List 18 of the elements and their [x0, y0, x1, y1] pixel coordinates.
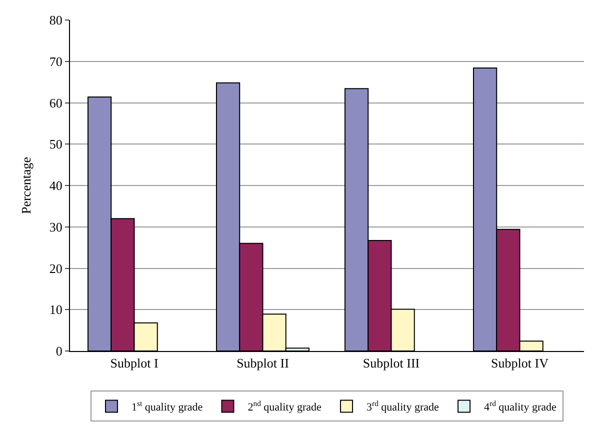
y-tick-label: 60	[49, 95, 62, 110]
y-tick-label: 70	[49, 54, 62, 69]
legend-label: 2$^{nd}$ quality grade	[248, 398, 322, 414]
y-tick-label: 10	[49, 302, 62, 318]
y-tick-label: 30	[49, 219, 62, 234]
y-tick-label: 40	[49, 178, 62, 194]
legend-label: 3$^{rd}$ quality grade	[366, 398, 440, 414]
y-tick-label: 80	[49, 12, 62, 28]
x-tick-label: Subplot IV	[491, 356, 550, 371]
legend-label: 4$^{rd}$ quality grade	[484, 398, 557, 414]
y-tick-label: 20	[49, 260, 62, 276]
x-tick-label: Subplot I	[110, 356, 158, 371]
y-tick-label: 0	[56, 344, 62, 359]
legend-label: 1$^{st}$ quality grade	[132, 398, 203, 414]
x-tick-label: Subplot III	[362, 356, 420, 371]
y-axis-title: Percentage	[18, 156, 34, 214]
y-tick-label: 50	[49, 136, 62, 152]
x-tick-label: Subplot II	[236, 356, 289, 371]
